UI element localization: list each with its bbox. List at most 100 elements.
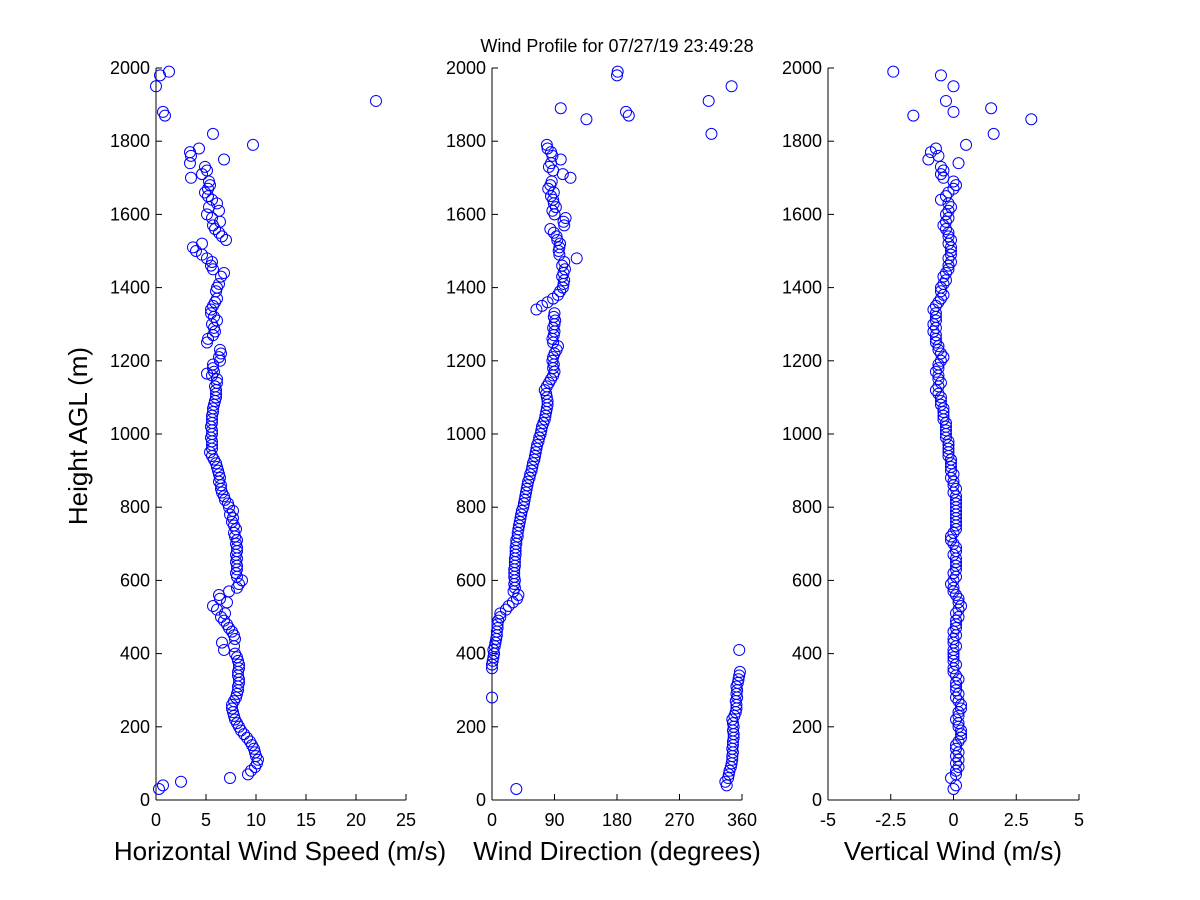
data-point (950, 713, 963, 726)
x-tick-label: 270 (664, 810, 694, 830)
data-point (944, 460, 957, 473)
y-tick-label: 400 (456, 644, 486, 664)
y-tick-label: 800 (792, 497, 822, 517)
data-point (547, 164, 560, 177)
data-point (942, 252, 955, 265)
data-point (939, 417, 952, 430)
data-point (705, 127, 718, 140)
x-axis-label-horizontal-speed: Horizontal Wind Speed (m/s) (114, 836, 446, 866)
data-point (950, 497, 963, 510)
data-point (245, 764, 257, 777)
y-tick-label: 800 (120, 497, 150, 517)
y-tick-label: 1000 (110, 424, 150, 444)
data-point (213, 468, 225, 481)
data-point (937, 171, 950, 184)
data-point (204, 179, 216, 192)
x-tick-label: 10 (246, 810, 266, 830)
panel-wind-direction: 0 200 400 600 800 1000 1200 1400 1600 1800 2000 0 90… (446, 58, 757, 830)
data-point (952, 709, 965, 722)
data-point (932, 149, 945, 162)
data-point (932, 343, 945, 356)
data-point (955, 731, 968, 744)
data-point (534, 428, 547, 440)
data-point (950, 621, 963, 634)
x-tick-label: -2.5 (875, 810, 906, 830)
data-point (213, 277, 225, 290)
data-point (558, 219, 571, 232)
y-tick-label: 1800 (110, 131, 150, 151)
data-point (553, 241, 566, 254)
data-point (950, 559, 963, 572)
chart-title: Wind Profile for 07/27/19 23:49:28 (480, 36, 753, 56)
data-point (944, 234, 957, 247)
data-point (216, 636, 228, 649)
data-point (952, 735, 965, 748)
data-point (199, 160, 211, 173)
data-point (947, 182, 960, 195)
x-tick-label: 2.5 (1004, 810, 1029, 830)
data-point (502, 600, 515, 613)
y-tick-label: 400 (792, 644, 822, 664)
data-point (947, 625, 960, 638)
data-point (535, 424, 548, 437)
data-point (944, 241, 957, 254)
data-point (939, 190, 952, 203)
data-point (934, 398, 947, 411)
data-point (929, 307, 942, 320)
data-point (947, 105, 960, 118)
y-tick-label: 2000 (782, 58, 822, 78)
data-point (929, 365, 942, 378)
data-point (929, 329, 942, 342)
data-point (937, 277, 950, 290)
data-point (934, 285, 947, 298)
data-point (210, 285, 222, 298)
data-point (491, 618, 504, 631)
data-point (934, 376, 947, 389)
data-point (950, 607, 963, 620)
data-point (955, 724, 968, 737)
data-point (950, 490, 963, 503)
data-point (223, 585, 235, 598)
panel-vertical-wind: 0 200 400 600 800 1000 1200 1400 1600 1800 2000 -5 -… (782, 58, 1084, 830)
data-point (227, 512, 239, 525)
data-point (232, 654, 244, 667)
data-point (157, 105, 169, 118)
data-point (950, 545, 963, 558)
data-point (207, 358, 219, 371)
data-point (218, 614, 230, 627)
data-point (222, 497, 234, 510)
data-point (211, 603, 223, 616)
data-point (226, 702, 238, 715)
x-axis-label-direction: Wind Direction (degrees) (473, 836, 761, 866)
data-point (530, 442, 543, 455)
data-point (942, 212, 955, 225)
data-point (932, 340, 945, 353)
data-point (944, 534, 957, 547)
y-tick-label: 0 (140, 790, 150, 810)
panel-horizontal-wind-speed: 0 200 400 600 800 1000 1200 1400 1600 1800 2000 0 5 1… (110, 58, 416, 830)
y-tick-label: 200 (456, 717, 486, 737)
y-tick-label: 600 (120, 570, 150, 590)
data-point (944, 201, 957, 214)
x-axis-label-vertical: Vertical Wind (m/s) (844, 836, 1062, 866)
data-point (952, 753, 965, 766)
data-point (733, 669, 746, 682)
data-point (196, 237, 208, 250)
data-point (950, 684, 963, 697)
data-point (201, 208, 213, 221)
data-point (214, 592, 226, 605)
data-point (937, 164, 950, 177)
data-point (514, 512, 527, 525)
data-point (547, 310, 560, 323)
data-point (939, 266, 952, 279)
data-point (215, 347, 227, 360)
data-point (942, 204, 955, 217)
data-point (719, 775, 732, 788)
data-point (526, 460, 539, 473)
data-point (722, 772, 735, 785)
data-point (950, 614, 963, 627)
data-point (702, 94, 715, 107)
data-point (934, 168, 947, 181)
data-point (950, 179, 963, 192)
data-point (927, 303, 940, 316)
